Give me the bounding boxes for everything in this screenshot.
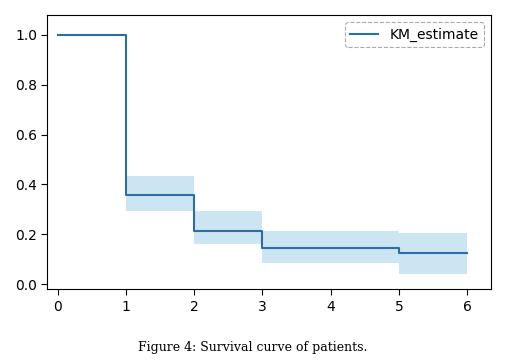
KM_estimate [395, 246, 401, 251]
KM_estimate [55, 33, 61, 37]
Legend: KM_estimate: KM_estimate [344, 22, 483, 47]
KM_estimate [191, 229, 197, 233]
Line: KM_estimate: KM_estimate [58, 35, 466, 253]
Text: Figure 4: Survival curve of patients.: Figure 4: Survival curve of patients. [138, 341, 367, 354]
KM_estimate [463, 251, 469, 255]
KM_estimate [259, 229, 265, 233]
KM_estimate [259, 246, 265, 251]
KM_estimate [191, 193, 197, 197]
KM_estimate [123, 193, 129, 197]
KM_estimate [395, 251, 401, 255]
KM_estimate [123, 33, 129, 37]
